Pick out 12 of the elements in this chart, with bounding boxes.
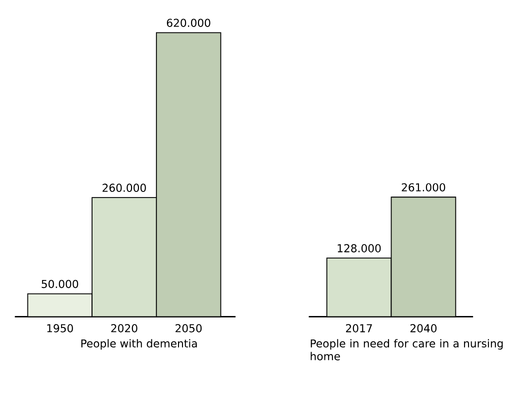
data-label: 260.000 [102,184,146,192]
data-label: 620.000 [166,18,210,28]
x-axis-title: People with dementia [81,339,197,350]
x-tick-label: 2040 [410,324,437,332]
data-label: 261.000 [402,183,446,192]
x-tick-label: 2017 [346,324,372,332]
x-tick-label: 2050 [176,324,202,332]
data-label: 50.000 [42,280,78,288]
data-label: 128.000 [338,244,381,252]
x-axis-title: People in need for care in a nursing home [310,339,503,360]
x-tick-label: 2020 [111,324,138,332]
x-tick-label: 1950 [47,324,73,332]
